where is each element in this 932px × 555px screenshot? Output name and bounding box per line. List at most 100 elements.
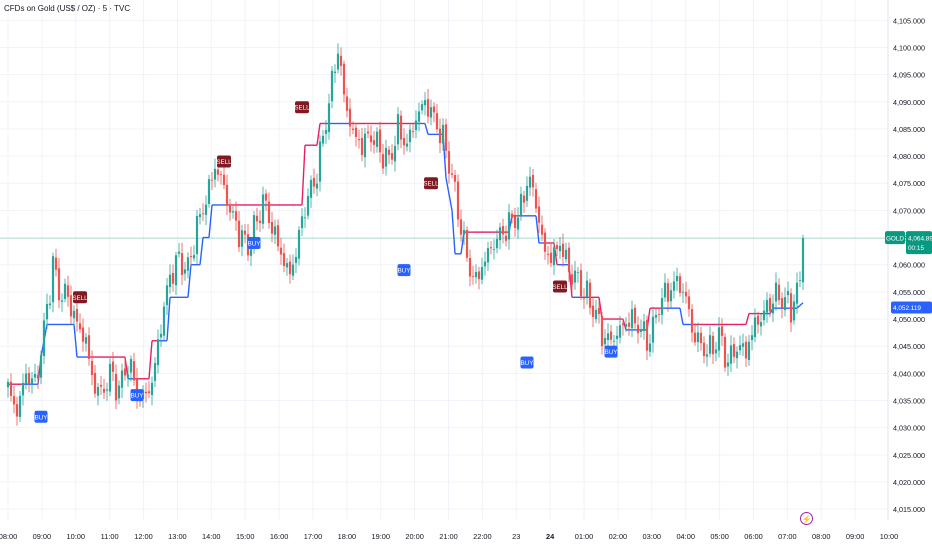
candle-body bbox=[375, 131, 379, 147]
candle-body bbox=[12, 396, 16, 405]
candle-body bbox=[216, 169, 220, 175]
candle-body bbox=[573, 270, 577, 283]
candle-body bbox=[168, 274, 172, 288]
candle-body bbox=[414, 120, 418, 131]
candle-body bbox=[684, 291, 688, 297]
candle-body bbox=[438, 128, 442, 144]
candle-body bbox=[327, 103, 331, 133]
candle-body bbox=[702, 342, 706, 357]
candle-body bbox=[90, 360, 94, 375]
candle-body bbox=[255, 215, 259, 222]
candle-body bbox=[315, 183, 319, 189]
candle-body bbox=[267, 201, 271, 224]
candle-body bbox=[42, 320, 46, 357]
candle-body bbox=[45, 303, 49, 320]
time-tick-label: 21:00 bbox=[439, 532, 458, 541]
candle-body bbox=[30, 378, 34, 385]
candle-body bbox=[84, 337, 88, 344]
time-tick-label: 16:00 bbox=[270, 532, 289, 541]
price-tick-label: 4,015.000 bbox=[893, 505, 925, 514]
candle-body bbox=[435, 113, 439, 130]
candle-body bbox=[483, 261, 487, 267]
candle-body bbox=[357, 139, 361, 141]
indicator-price-tag bbox=[891, 301, 932, 314]
candle-body bbox=[297, 229, 301, 259]
candle-body bbox=[546, 253, 550, 255]
candle-body bbox=[303, 217, 307, 219]
candle-body bbox=[582, 298, 586, 300]
candle-body bbox=[93, 372, 97, 394]
candle-body bbox=[471, 276, 475, 277]
candle-body bbox=[261, 194, 265, 224]
sell-marker bbox=[553, 280, 567, 293]
candle-body bbox=[270, 221, 274, 234]
candle-body bbox=[558, 245, 562, 252]
time-tick-label: 20:00 bbox=[405, 532, 424, 541]
candle-body bbox=[450, 173, 454, 175]
candle-body bbox=[60, 300, 64, 302]
time-axis[interactable]: 08:00 09:00 10:00 11:00 12:00 13:00 14:00 15:00… bbox=[0, 532, 898, 541]
sell-marker bbox=[424, 177, 438, 190]
signal-label: BUY bbox=[398, 268, 411, 275]
candle-body bbox=[705, 354, 709, 357]
candle-body bbox=[447, 151, 451, 174]
candle-body bbox=[711, 335, 715, 355]
candle-body bbox=[156, 339, 160, 366]
buy-marker bbox=[397, 264, 411, 277]
candle-body bbox=[465, 229, 469, 258]
candle-body bbox=[738, 345, 742, 351]
candle-body bbox=[171, 273, 175, 284]
support-segment bbox=[424, 123, 429, 135]
candle-body bbox=[777, 284, 781, 301]
candle-body bbox=[555, 245, 559, 250]
candle-body bbox=[456, 181, 460, 220]
price-tick-label: 4,100.000 bbox=[893, 43, 925, 52]
candle-body bbox=[381, 154, 385, 169]
candle-body bbox=[123, 368, 127, 376]
candle-body bbox=[792, 301, 796, 321]
candle-body bbox=[201, 213, 205, 215]
candle-body bbox=[576, 272, 580, 274]
support-segment bbox=[460, 232, 465, 254]
candle-body bbox=[660, 298, 664, 315]
signal-label: SELL bbox=[72, 295, 88, 302]
candle-body bbox=[369, 135, 373, 143]
buy-marker bbox=[130, 389, 144, 402]
candle-body bbox=[195, 215, 199, 255]
candle-body bbox=[162, 306, 166, 336]
candle-body bbox=[129, 358, 133, 373]
candle-body bbox=[537, 206, 541, 223]
candle-body bbox=[408, 129, 412, 143]
candle-body bbox=[351, 128, 355, 130]
candle-body bbox=[147, 391, 151, 394]
signal-label: SELL bbox=[552, 284, 568, 291]
candle-body bbox=[564, 249, 568, 260]
candle-body bbox=[186, 257, 190, 271]
support-segment bbox=[622, 318, 627, 331]
candle-body bbox=[213, 168, 217, 180]
candle-body bbox=[492, 249, 496, 251]
support-segment bbox=[799, 302, 804, 306]
candle-body bbox=[696, 332, 700, 343]
candle-body bbox=[99, 384, 103, 387]
price-tick-label: 4,020.000 bbox=[893, 478, 925, 487]
price-tick-label: 4,025.000 bbox=[893, 451, 925, 460]
buy-marker bbox=[604, 345, 618, 358]
candle-body bbox=[552, 247, 556, 266]
candle-body bbox=[228, 205, 232, 213]
price-tick-label: 4,030.000 bbox=[893, 424, 925, 433]
lightning-icon[interactable]: ⚡ bbox=[800, 512, 813, 525]
support-segment bbox=[451, 210, 456, 254]
candle-body bbox=[504, 235, 508, 241]
candles bbox=[6, 43, 805, 426]
signal-label: BUY bbox=[605, 349, 618, 356]
time-tick-label: 03:00 bbox=[643, 532, 662, 541]
support-segment bbox=[598, 297, 603, 320]
candle-body bbox=[177, 251, 181, 254]
candle-body bbox=[174, 255, 178, 286]
price-axis[interactable]: 4,015.000 4,020.000 4,025.000 4,030.000 4,03… bbox=[887, 0, 925, 520]
candle-body bbox=[699, 332, 703, 344]
candle-body bbox=[132, 361, 136, 381]
